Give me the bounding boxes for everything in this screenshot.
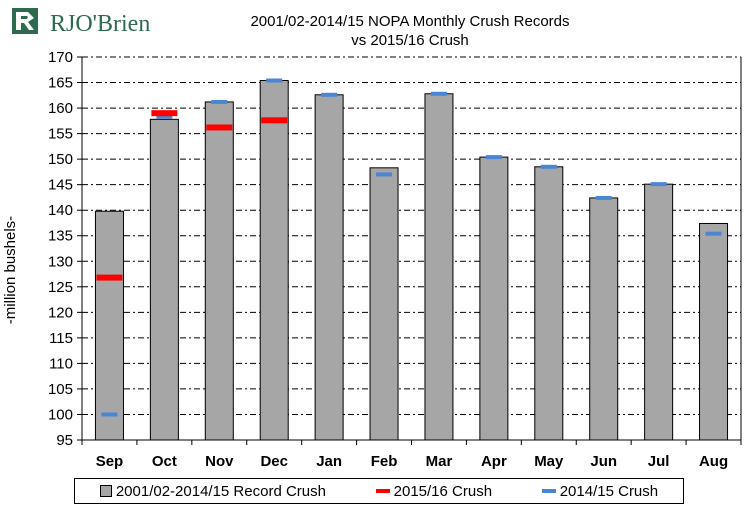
marker-2015-16-oct [151,110,178,117]
bar-oct [149,118,179,441]
bar-jul [644,183,674,441]
legend-label-record: 2001/02-2014/15 Record Crush [115,482,326,500]
bar-mar [424,93,454,441]
marker-2014-15-nov [211,99,228,104]
marker-2014-15-jul [650,182,667,187]
y-axis-label: -million bushels- [2,215,19,325]
y-tick-label: 150 [48,151,73,168]
x-tick-label: Oct [152,453,177,470]
x-tick-label: Jan [316,453,342,470]
bar-sep [94,210,124,441]
bar-jun [589,197,619,441]
legend-item-record: 2001/02-2014/15 Record Crush [99,482,326,500]
y-tick-labels: 95 100 105 110 115 120 125 130 135 140 145 150 155 16… [48,49,73,449]
marker-2014-15-apr [485,155,502,160]
marker-2015-16-dec [261,117,288,124]
marker-2014-15-jan [321,92,338,97]
y-tick-label: 155 [48,126,73,143]
x-tick-label: Jul [648,453,670,470]
marker-2014-15-dec [266,78,283,83]
x-tick-label: Aug [699,453,728,470]
marker-2014-15-jun [595,195,612,200]
y-tick-label: 95 [56,432,73,449]
x-tick-label: Dec [260,453,288,470]
y-tick-label: 105 [48,381,73,398]
marker-2014-15-oct [156,114,173,119]
x-tick-label: Jun [590,453,617,470]
y-tick-label: 170 [48,49,73,66]
legend-item-2015-16: 2015/16 Crush [375,482,493,500]
markers [96,78,722,417]
bar-may [534,166,564,441]
legend-swatch-record [99,485,112,497]
logo: RJO'Brien [10,6,170,40]
y-tick-label: 120 [48,304,73,321]
bars [94,79,729,441]
x-tick-labels: Sep Oct Nov Dec Jan Feb Mar Apr May Jun Jul Aug [96,453,728,470]
marker-2014-15-mar [430,91,447,96]
bar-nov [204,101,234,441]
x-tick-label: Mar [426,453,453,470]
legend-item-2014-15: 2014/15 Crush [541,482,659,500]
y-tick-label: 115 [49,330,73,347]
axes [77,56,742,445]
marker-2014-15-feb [376,172,393,177]
y-tick-label: 125 [48,279,73,296]
y-tick-label: 165 [48,75,73,92]
y-tick-label: 135 [48,228,73,245]
marker-2014-15-aug [705,231,722,236]
marker-2015-16-sep [96,274,123,281]
marker-2015-16-nov [206,124,233,131]
bar-aug [699,222,729,441]
legend-label-2014-15: 2014/15 Crush [559,482,659,500]
chart-title-line-1: 2001/02-2014/15 NOPA Monthly Crush Recor… [250,13,570,30]
logo-mark-icon [12,8,38,34]
gridlines [82,56,741,415]
x-tick-label: May [534,453,564,470]
legend-swatch-2015-16 [375,489,390,493]
marker-2014-15-may [540,164,557,169]
y-tick-label: 130 [48,253,73,270]
y-tick-label: 145 [48,177,73,194]
legend-swatch-2014-15 [541,489,556,493]
logo-text: RJO'Brien [50,11,151,37]
x-tick-label: Apr [481,453,507,470]
legend-label-2015-16: 2015/16 Crush [393,482,493,500]
marker-2014-15-sep [101,412,118,417]
y-tick-label: 140 [48,202,73,219]
bar-feb [369,167,399,441]
bar-dec [259,79,289,441]
x-tick-label: Feb [371,453,398,470]
chart-title: 2001/02-2014/15 NOPA Monthly Crush Recor… [160,12,660,50]
y-tick-label: 110 [49,355,73,372]
x-tick-label: Sep [96,453,124,470]
x-tick-label: Nov [205,453,234,470]
y-tick-label: 100 [48,406,73,423]
y-tick-label: 160 [48,100,73,117]
chart-title-line-2: vs 2015/16 Crush [351,32,469,49]
legend: 2001/02-2014/15 Record Crush 2015/16 Cru… [74,478,684,504]
bar-apr [479,156,509,441]
bar-jan [314,94,344,441]
